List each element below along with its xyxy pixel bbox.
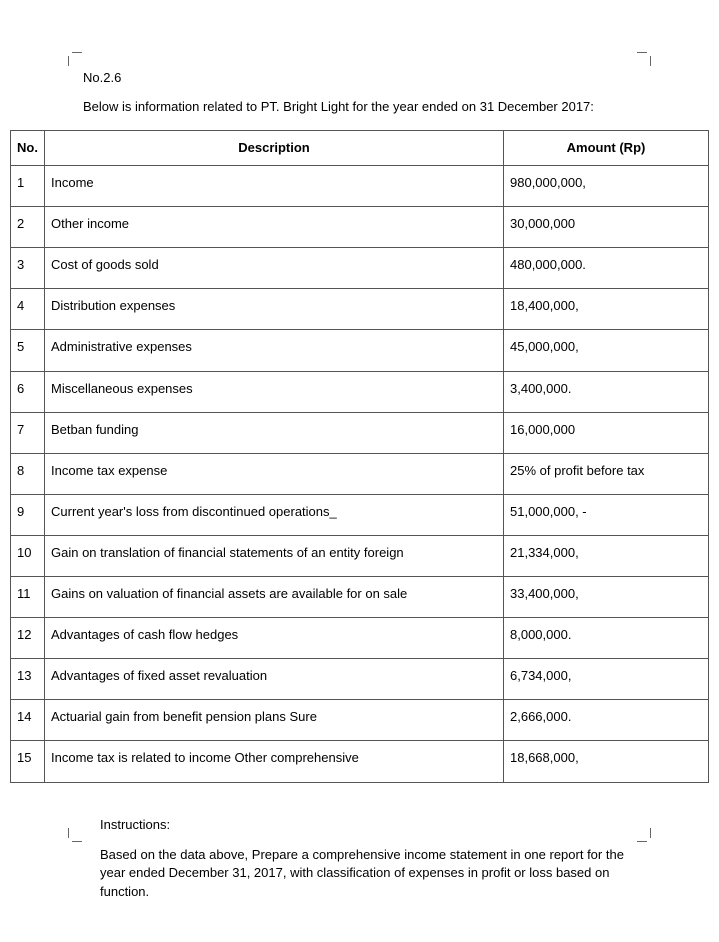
cell-description: Gain on translation of financial stateme… — [45, 535, 504, 576]
cell-description: Gains on valuation of financial assets a… — [45, 577, 504, 618]
header-no: No. — [11, 131, 45, 166]
header-amount: Amount (Rp) — [504, 131, 709, 166]
cell-amount: 51,000,000, - — [504, 494, 709, 535]
cell-no: 2 — [11, 207, 45, 248]
cell-no: 11 — [11, 577, 45, 618]
cell-amount: 480,000,000. — [504, 248, 709, 289]
cell-description: Income — [45, 166, 504, 207]
table-row: 10Gain on translation of financial state… — [11, 535, 709, 576]
cell-no: 1 — [11, 166, 45, 207]
data-table: No. Description Amount (Rp) 1Income980,0… — [10, 130, 709, 783]
cell-no: 12 — [11, 618, 45, 659]
table-row: 15Income tax is related to income Other … — [11, 741, 709, 782]
page-container: No.2.6 Below is information related to P… — [0, 0, 719, 942]
cell-no: 4 — [11, 289, 45, 330]
table-row: 5Administrative expenses45,000,000, — [11, 330, 709, 371]
crop-mark-tl — [68, 52, 82, 66]
footer-block: Instructions: Based on the data above, P… — [10, 817, 709, 903]
table-row: 12Advantages of cash flow hedges8,000,00… — [11, 618, 709, 659]
cell-amount: 21,334,000, — [504, 535, 709, 576]
cell-description: Income tax expense — [45, 453, 504, 494]
cell-amount: 6,734,000, — [504, 659, 709, 700]
cell-no: 6 — [11, 371, 45, 412]
crop-mark-bl — [68, 828, 82, 842]
header-block: No.2.6 Below is information related to P… — [10, 70, 709, 114]
cell-amount: 8,000,000. — [504, 618, 709, 659]
cell-description: Current year's loss from discontinued op… — [45, 494, 504, 535]
cell-description: Other income — [45, 207, 504, 248]
table-row: 7Betban funding16,000,000 — [11, 412, 709, 453]
cell-amount: 18,668,000, — [504, 741, 709, 782]
table-row: 3Cost of goods sold480,000,000. — [11, 248, 709, 289]
cell-description: Cost of goods sold — [45, 248, 504, 289]
cell-description: Advantages of cash flow hedges — [45, 618, 504, 659]
table-row: 1Income980,000,000, — [11, 166, 709, 207]
cell-no: 10 — [11, 535, 45, 576]
crop-mark-br — [637, 828, 651, 842]
cell-description: Advantages of fixed asset revaluation — [45, 659, 504, 700]
intro-text: Below is information related to PT. Brig… — [83, 99, 649, 114]
cell-description: Miscellaneous expenses — [45, 371, 504, 412]
cell-no: 9 — [11, 494, 45, 535]
crop-mark-tr — [637, 52, 651, 66]
cell-description: Income tax is related to income Other co… — [45, 741, 504, 782]
table-row: 2Other income30,000,000 — [11, 207, 709, 248]
table-row: 8Income tax expense25% of profit before … — [11, 453, 709, 494]
table-row: 13Advantages of fixed asset revaluation6… — [11, 659, 709, 700]
table-row: 6Miscellaneous expenses3,400,000. — [11, 371, 709, 412]
cell-no: 15 — [11, 741, 45, 782]
table-row: 14Actuarial gain from benefit pension pl… — [11, 700, 709, 741]
cell-amount: 45,000,000, — [504, 330, 709, 371]
cell-no: 13 — [11, 659, 45, 700]
cell-description: Distribution expenses — [45, 289, 504, 330]
cell-amount: 18,400,000, — [504, 289, 709, 330]
cell-amount: 3,400,000. — [504, 371, 709, 412]
header-description: Description — [45, 131, 504, 166]
cell-description: Betban funding — [45, 412, 504, 453]
table-row: 11Gains on valuation of financial assets… — [11, 577, 709, 618]
cell-amount: 33,400,000, — [504, 577, 709, 618]
cell-no: 8 — [11, 453, 45, 494]
table-header-row: No. Description Amount (Rp) — [11, 131, 709, 166]
cell-description: Administrative expenses — [45, 330, 504, 371]
cell-no: 3 — [11, 248, 45, 289]
cell-amount: 980,000,000, — [504, 166, 709, 207]
instructions-body: Based on the data above, Prepare a compr… — [100, 846, 649, 903]
cell-amount: 25% of profit before tax — [504, 453, 709, 494]
table-row: 4Distribution expenses18,400,000, — [11, 289, 709, 330]
cell-amount: 16,000,000 — [504, 412, 709, 453]
instructions-label: Instructions: — [100, 817, 649, 832]
cell-no: 5 — [11, 330, 45, 371]
cell-no: 14 — [11, 700, 45, 741]
table-row: 9Current year's loss from discontinued o… — [11, 494, 709, 535]
document-number: No.2.6 — [83, 70, 649, 85]
cell-description: Actuarial gain from benefit pension plan… — [45, 700, 504, 741]
cell-amount: 2,666,000. — [504, 700, 709, 741]
cell-amount: 30,000,000 — [504, 207, 709, 248]
cell-no: 7 — [11, 412, 45, 453]
